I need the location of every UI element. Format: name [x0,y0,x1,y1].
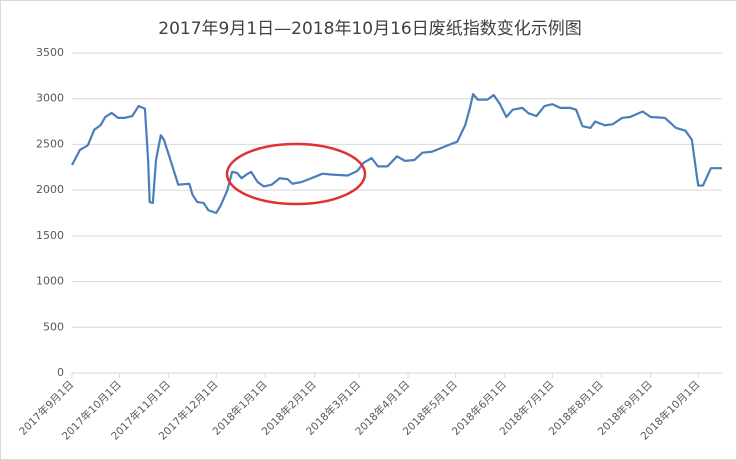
y-tick-label: 1000 [36,275,64,288]
data-line [71,93,722,215]
highlight-ellipse [225,142,367,206]
y-tick-label: 1500 [36,229,64,242]
y-tick-label: 3000 [36,92,64,105]
y-tick-label: 500 [43,320,64,333]
y-tick-label: 3500 [36,46,64,59]
y-tick-label: 0 [57,366,64,379]
y-tick-label: 2000 [36,183,64,196]
chart-title: 2017年9月1日—2018年10月16日废纸指数变化示例图 [158,19,581,39]
y-tick-label: 2500 [36,137,64,150]
